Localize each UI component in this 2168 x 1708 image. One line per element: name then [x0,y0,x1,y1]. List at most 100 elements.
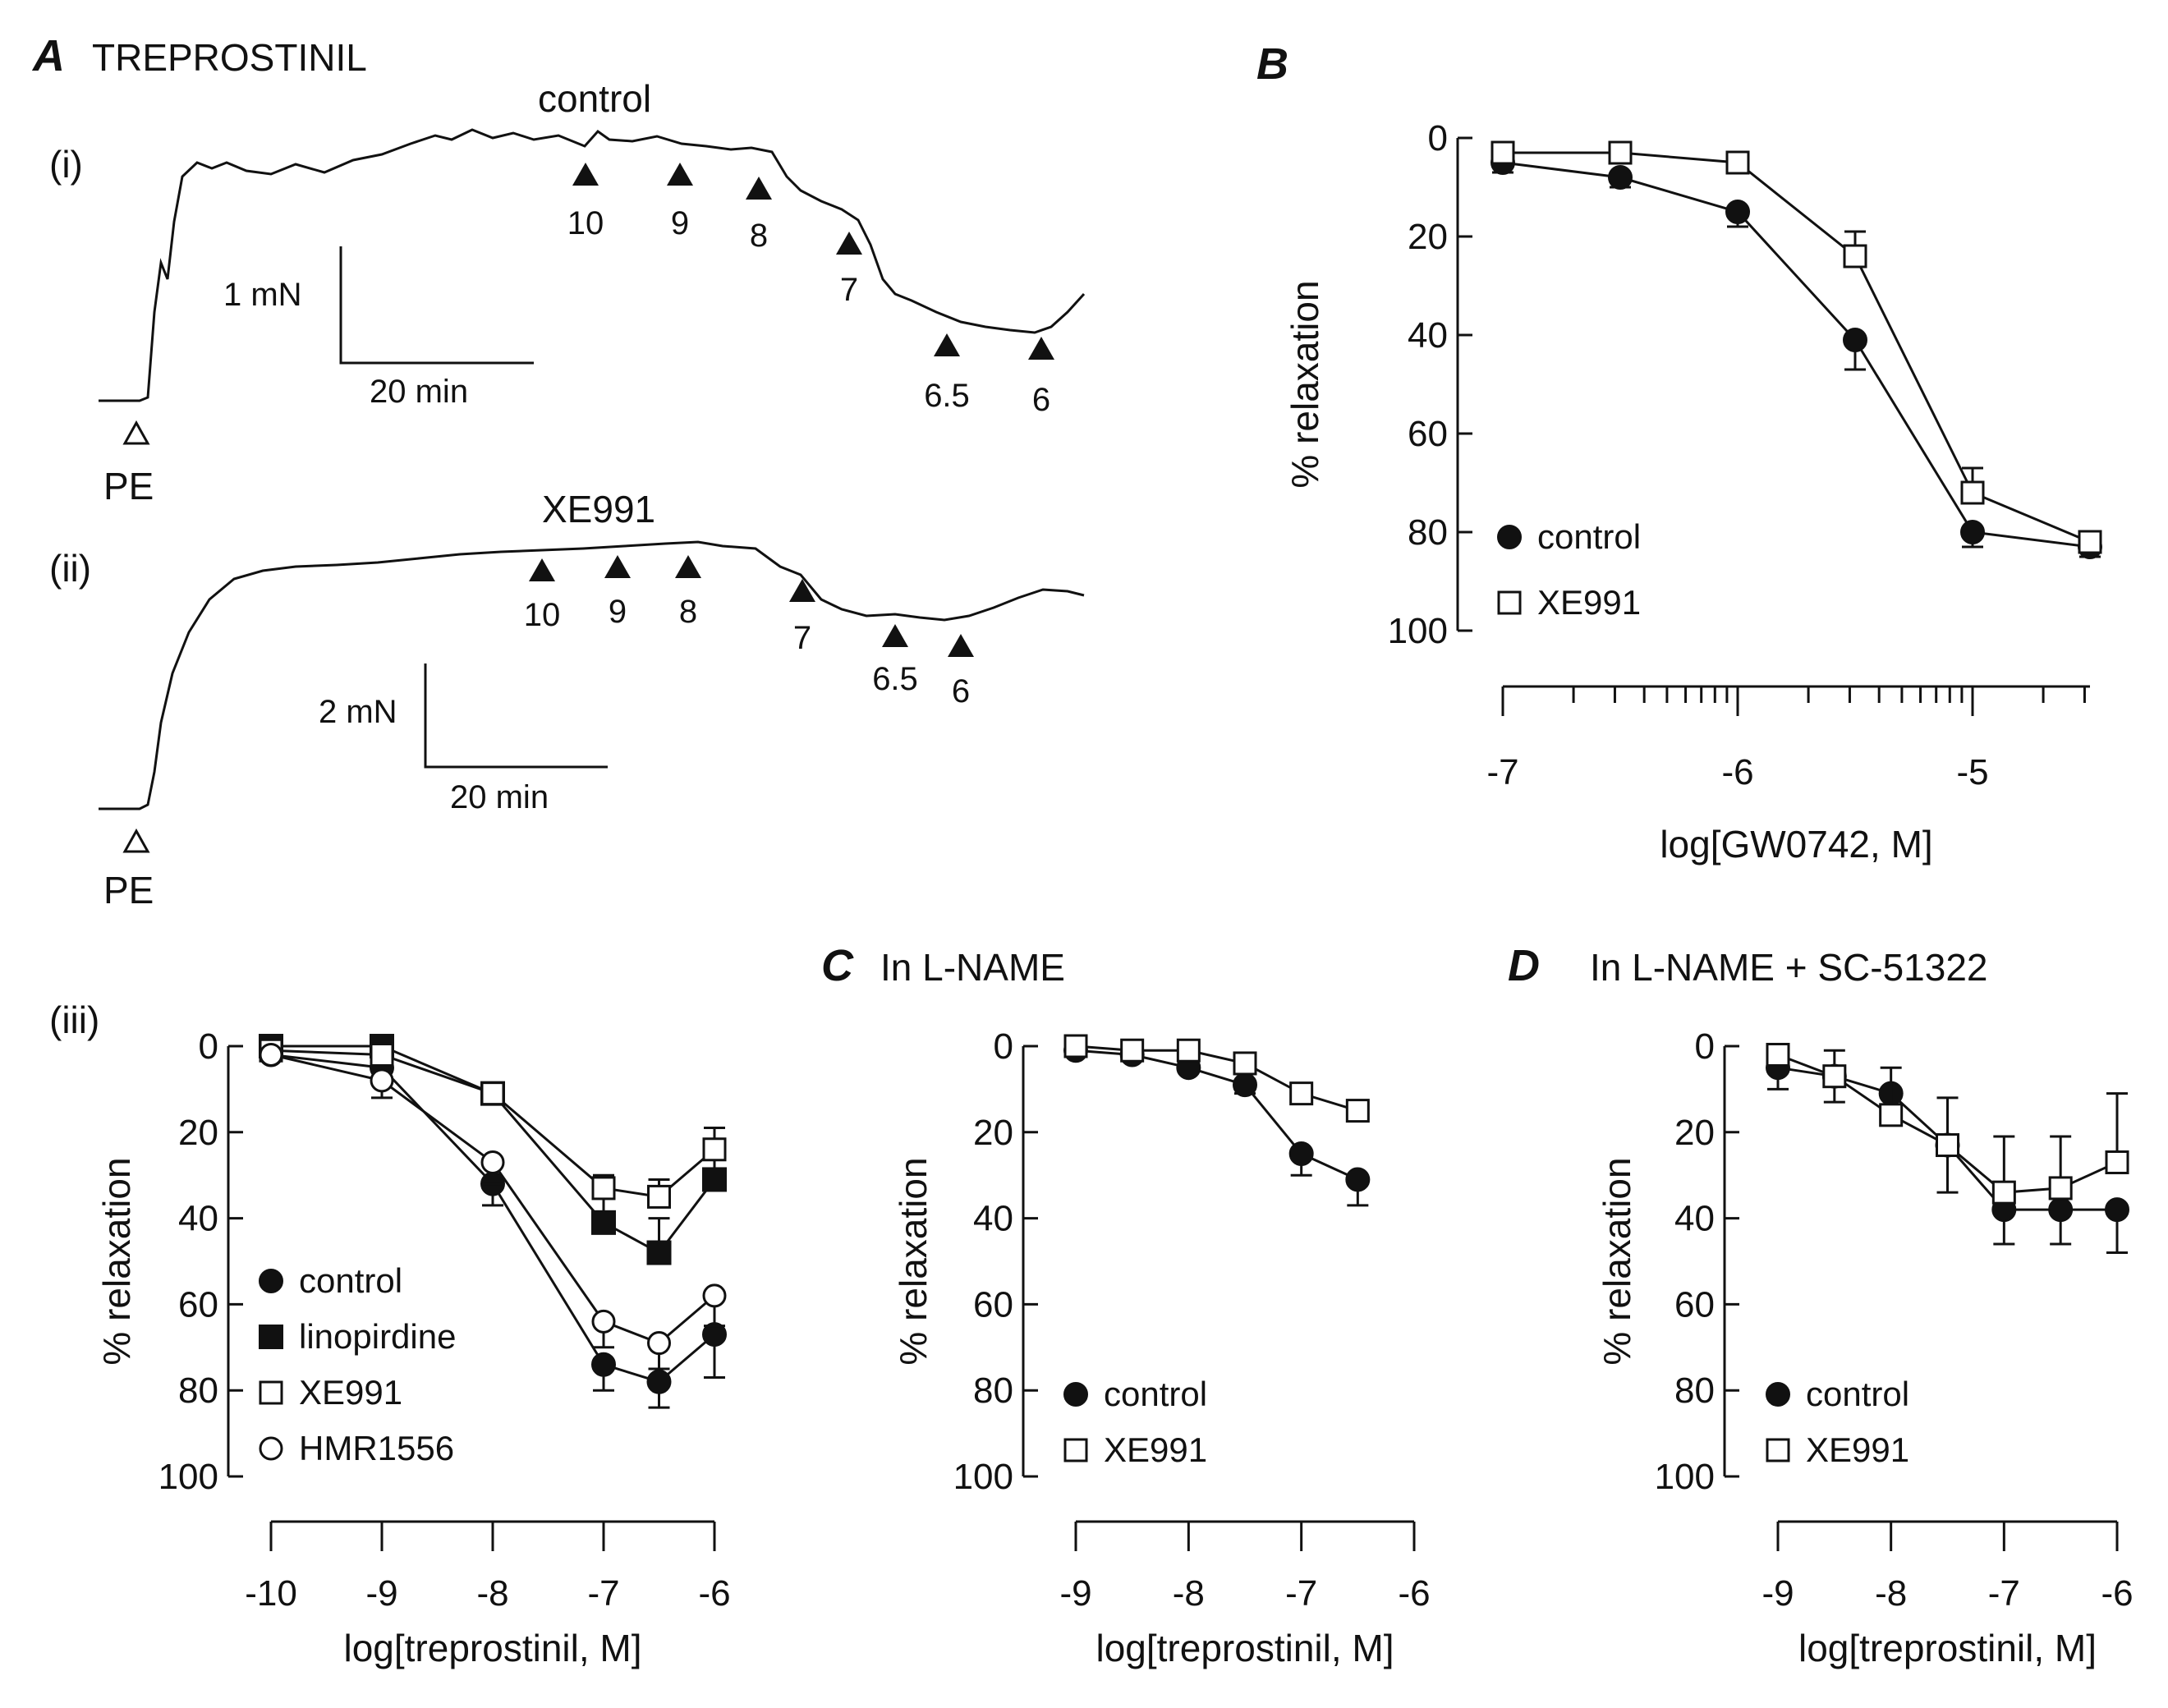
chart-d-series-xe991-legend-symbol [1766,1438,1790,1462]
panel-a-iii-sub: (iii) [49,999,99,1041]
panel-d-label: D [1508,941,1540,990]
chart-c: 0 20 40 60 80 100 % relaxation -9 -8 -7 -6log[trep… [892,1026,1431,1669]
chart-d-y-tick-label: 60 [1674,1284,1715,1325]
chart-c-x-tick-label: -6 [1398,1573,1430,1614]
chart-aiii-series-linopirdine-point [646,1240,672,1265]
trace-ii-marker-6-5: 6.5 [872,661,918,697]
chart-b-series-control-line [1502,161,2091,549]
trace-ii-marker-9: 9 [609,594,627,630]
chart-c-y-tick-label: 60 [973,1284,1013,1325]
trace-i-marker-10-triangle-icon [572,163,599,186]
chart-aiii-series-xe991-point [702,1137,727,1162]
chart-aiii-series-control-legend-label: control [299,1261,402,1300]
chart-aiii-series-linopirdine-line [271,1045,716,1255]
chart-c-y-tick-label: 0 [994,1026,1013,1067]
chart-b-y-tick-label: 0 [1428,118,1448,158]
trace-ii-marker-8: 8 [679,594,697,630]
chart-aiii-x-tick-label: -9 [365,1573,397,1614]
trace-ii-marker-6-triangle-icon [948,634,974,657]
trace-ii-marker-9-triangle-icon [604,555,631,578]
chart-aiii-series-xe991-legend-label: XE991 [299,1373,402,1412]
chart-d-x-tick-label: -9 [1762,1573,1794,1614]
chart-b-series-xe991-line [1503,151,2091,544]
trace-ii-pe-label: PE [103,869,154,911]
chart-b-y-tick-label: 80 [1408,512,1448,553]
chart-b-y-tick-label: 100 [1388,611,1448,651]
chart-d-series-xe991-point [1766,1042,1790,1067]
chart-aiii-series-linopirdine-point [702,1167,727,1192]
chart-c-series-xe991-line [1075,1045,1358,1113]
chart-aiii-series-hmr1556-line [270,1054,715,1345]
chart-b-series-xe991-legend-label: XE991 [1537,583,1641,622]
chart-b-series-control-legend-symbol [1497,525,1522,549]
trace-ii-marker-7-triangle-icon [789,579,815,602]
chart-aiii-series-hmr1556-point [370,1068,394,1093]
trace-i-recording [99,128,1086,402]
chart-d-series-xe991-point [1879,1103,1904,1127]
chart-aiii-y-label: % relaxation [95,1157,138,1365]
chart-c-x-tick-label: -8 [1173,1573,1205,1614]
chart-aiii-y-tick-label: 80 [178,1371,218,1411]
trace-i-marker-6: 6 [1032,382,1050,418]
trace-i-scale-bar [339,246,534,365]
chart-b-series-xe991-point [1608,140,1633,165]
panel-a-title: TREPROSTINIL [92,36,367,79]
chart-c-series-xe991-point [1345,1099,1370,1123]
trace-i-pe-open-triangle-icon [122,420,150,445]
chart-d-series-xe991-point [1936,1133,1959,1158]
chart-aiii-series-hmr1556-point [647,1331,671,1356]
chart-aiii-x-label: log[treprostinil, M] [343,1627,641,1669]
chart-b-series-control-point [1960,520,1985,544]
chart-d-series-control-legend-symbol [1766,1382,1790,1407]
chart-d-x-label: log[treprostinil, M] [1798,1627,2097,1669]
chart-d: 0 20 40 60 80 100 % relaxation -9 -8 -7 -6log[trep… [1596,1026,2134,1669]
chart-b-series-control-point [1843,328,1867,352]
chart-d-series-control-point [2105,1197,2129,1223]
chart-b-series-xe991-point [2078,530,2102,554]
chart-d-x-tick-label: -8 [1875,1573,1907,1614]
trace-ii-condition: XE991 [542,488,655,530]
chart-c-series-control-point [1288,1141,1314,1166]
chart-aiii-series-control-point [646,1369,672,1394]
chart-b-series-xe991-legend-symbol [1497,590,1522,615]
chart-aiii-y-tick-label: 40 [178,1199,218,1239]
trace-ii-pe-open-triangle-icon [122,828,150,853]
chart-b-x-label: log[GW0742, M] [1660,823,1932,865]
chart-b: 0 20 40 60 80 100 % relaxation -7 -6 -5 log[GW0742… [1284,118,2102,865]
chart-d-y-tick-label: 100 [1655,1457,1715,1497]
trace-i-marker-6-5: 6.5 [924,378,970,414]
chart-b-x-tick-label: -6 [1721,752,1753,792]
chart-b-series-control-point [1608,165,1633,190]
chart-c-y-tick-label: 20 [973,1113,1013,1153]
chart-aiii-series-xe991-point [480,1081,505,1106]
panel-c-label: C [821,941,854,990]
chart-d-series-xe991-point [1822,1064,1847,1089]
trace-i-scale-force: 1 mN [223,277,302,313]
chart-c-y-tick-label: 40 [973,1199,1013,1239]
chart-c-series-xe991-legend-label: XE991 [1104,1430,1207,1469]
trace-i-marker-6-triangle-icon [1028,337,1054,360]
chart-d-series-xe991-point [2105,1150,2129,1174]
chart-c-series-control-legend-symbol [1063,1382,1088,1407]
chart-b-series-control-point [1725,200,1750,224]
chart-b-y-tick-label: 60 [1408,414,1448,454]
chart-aiii-series-control-point [591,1352,616,1377]
trace-ii-recording [99,540,1085,810]
chart-aiii-series-hmr1556-legend-label: HMR1556 [299,1429,454,1467]
trace-i-marker-6-5-triangle-icon [934,333,960,356]
chart-aiii-series-hmr1556-point [591,1309,616,1334]
trace-i-pe-label: PE [103,465,154,507]
trace-i-marker-9: 9 [671,205,689,241]
trace-i-marker-7-triangle-icon [836,232,862,255]
trace-i-sub: (i) [49,143,83,186]
chart-c-series-control-point [1345,1167,1371,1192]
chart-d-series-xe991-point [2048,1176,2073,1201]
chart-aiii-series-xe991-point [647,1184,671,1209]
chart-aiii-y-tick-label: 0 [199,1026,218,1067]
chart-aiii-y-tick-label: 60 [178,1284,218,1325]
trace-i-marker-8: 8 [750,218,768,254]
trace-ii: (ii) XE991 2 mN 20 min PE 10 9 8 7 6.5 6 [49,488,1085,911]
chart-b-series-xe991-point [1490,140,1515,165]
panel-a-label: A [31,31,65,80]
chart-aiii-series-xe991-point [591,1176,616,1201]
